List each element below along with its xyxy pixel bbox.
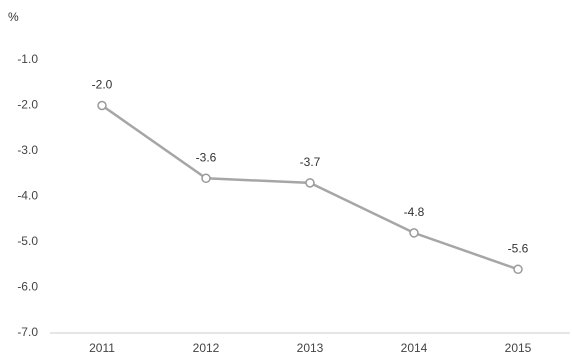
y-tick-label: -1.0 — [17, 52, 38, 66]
marker — [409, 228, 419, 238]
data-label: -5.6 — [508, 241, 529, 255]
data-label: -4.8 — [404, 205, 425, 219]
marker — [513, 264, 523, 275]
y-tick-label: -7.0 — [17, 325, 38, 339]
marker — [97, 100, 107, 111]
x-tick-label: 2011 — [89, 341, 115, 355]
x-tick-label: 2014 — [401, 341, 428, 355]
marker — [305, 178, 315, 188]
marker — [201, 173, 211, 184]
data-label: -3.6 — [196, 150, 217, 164]
y-tick-label: -3.0 — [17, 143, 38, 157]
x-tick-label: 2013 — [297, 341, 324, 355]
y-tick-label: -4.0 — [17, 189, 38, 203]
y-tick-label: -6.0 — [17, 280, 38, 294]
x-tick-label: 2015 — [505, 341, 532, 355]
data-label: -2.0 — [92, 78, 113, 92]
y-axis-label: % — [8, 10, 19, 24]
y-tick-label: -5.0 — [17, 234, 38, 248]
y-tick-label: -2.0 — [17, 98, 38, 112]
data-label: -3.7 — [300, 155, 321, 169]
x-tick-label: 2012 — [193, 341, 220, 355]
